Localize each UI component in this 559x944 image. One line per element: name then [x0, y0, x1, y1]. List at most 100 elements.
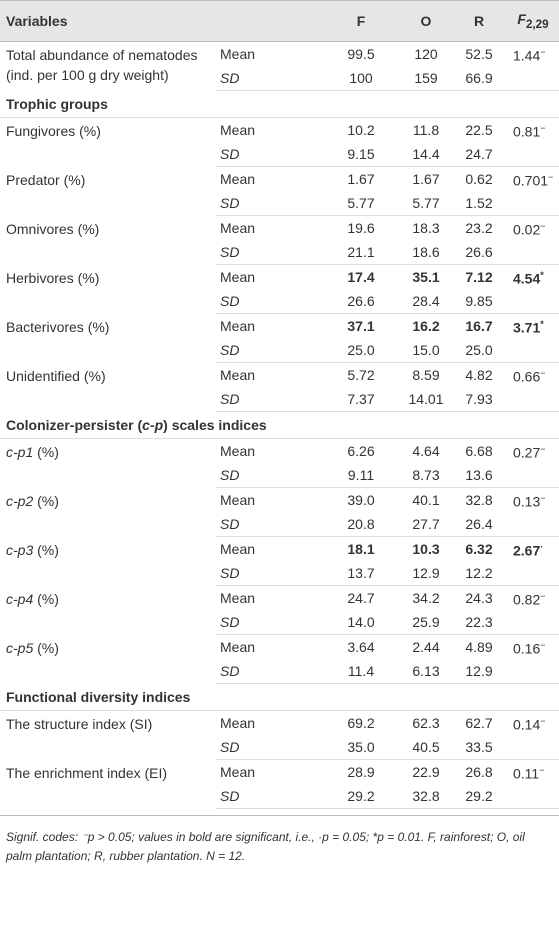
value-cell: 25.0 [451, 338, 507, 363]
stat-label: Mean [216, 488, 321, 513]
value-cell: 6.32 [465, 541, 493, 557]
stat-text: Mean [220, 171, 256, 187]
value-cell: 3.64 [347, 639, 375, 655]
stat-label: Mean [216, 537, 321, 562]
table-body: Total abundance of nematodes (ind. per 1… [0, 42, 559, 809]
stat-label: Mean [216, 635, 321, 660]
stat-label: Mean [216, 314, 321, 339]
label-part: c-p4 [6, 590, 34, 607]
value-cell: 22.9 [412, 764, 440, 780]
value-cell: 1.52 [451, 191, 507, 216]
f-value: 0.701 [513, 172, 549, 189]
value-cell: 11.8 [412, 122, 440, 138]
f-cell: 4.54* [507, 265, 559, 290]
header-cell: F2,29 [507, 0, 559, 42]
mean-row: The enrichment index (EI) Mean 28.9 22.9 26.… [0, 760, 559, 785]
value-cell: 34.2 [412, 590, 440, 606]
sd-row: SD 25.0 15.0 25.0 [0, 338, 559, 363]
value-cell: 32.8 [465, 492, 493, 508]
value-cell: 29.2 [321, 784, 401, 809]
stat-text: SD [220, 516, 240, 532]
label-part: c-p3 [6, 541, 34, 558]
f-cell: 0.66− [507, 363, 559, 388]
variable-label: c-p1 (%) [0, 439, 216, 488]
f-cell: 0.13− [507, 488, 559, 513]
stat-text: SD [220, 614, 240, 630]
value-cell: 20.8 [321, 512, 401, 537]
value-cell: 69.2 [347, 715, 375, 731]
variable-label: Fungivores (%) [0, 118, 216, 167]
stat-label: Mean [216, 216, 321, 241]
stat-text: Mean [220, 492, 256, 508]
stat-label: SD [216, 561, 321, 586]
stat-text: Mean [220, 318, 256, 334]
value-cell: 14.4 [401, 142, 451, 167]
value-cell: 24.7 [347, 590, 375, 606]
f-cell [507, 659, 559, 684]
value-cell: 0.62 [465, 171, 493, 187]
value-cell: 1.67 [347, 171, 375, 187]
value-cell: 18.1 [347, 541, 375, 557]
variable-label: Herbivores (%) [0, 265, 216, 314]
f-cell: 0.02− [507, 216, 559, 241]
label-part: Functional diversity indices [6, 689, 191, 705]
value-cell: 26.6 [451, 240, 507, 265]
value-cell: 120 [414, 46, 438, 62]
value-cell: 18.6 [401, 240, 451, 265]
stat-label: Mean [216, 167, 321, 192]
significance: − [540, 493, 546, 504]
f-cell [507, 289, 559, 314]
value-cell: 27.7 [401, 512, 451, 537]
value-cell: 9.85 [451, 289, 507, 314]
label-part: c-p1 [6, 444, 34, 460]
mean-row: c-p5 (%) Mean 3.64 2.44 4.89 0.16− [0, 635, 559, 660]
significance: − [540, 368, 546, 379]
mean-row: Herbivores (%) Mean 17.4 35.1 7.12 4.54* [0, 265, 559, 290]
value-cell: 11.4 [321, 659, 401, 684]
f-value: 1.44 [513, 47, 541, 64]
sd-row: SD 29.2 32.8 29.2 [0, 784, 559, 809]
value-cell: 12.9 [451, 659, 507, 684]
f-cell [507, 338, 559, 363]
f-cell [507, 784, 559, 809]
f-value: 0.66 [513, 368, 541, 385]
value-cell: 9.11 [321, 463, 401, 488]
section-label: Trophic groups [0, 90, 559, 118]
stat-text: Mean [220, 269, 256, 285]
stat-text: SD [220, 70, 240, 86]
stat-text: SD [220, 788, 240, 804]
f-cell [507, 735, 559, 760]
stat-text: SD [220, 565, 240, 581]
label-part: Colonizer-persister ( [6, 417, 143, 433]
f-value: 0.02 [513, 221, 541, 238]
value-cell: 10.3 [412, 541, 440, 557]
value-cell: 19.6 [347, 220, 375, 236]
sd-row: SD 9.11 8.73 13.6 [0, 463, 559, 488]
value-cell: 40.5 [401, 735, 451, 760]
stat-label: Mean [216, 439, 321, 464]
label-part: Total abundance of nematodes (ind. per 1… [6, 47, 198, 83]
f-value: 4.54 [513, 270, 541, 287]
value-cell: 16.2 [412, 318, 440, 334]
label-part: The enrichment index (EI) [6, 764, 168, 781]
value-cell: 52.5 [465, 46, 493, 62]
f-cell: 3.71* [507, 314, 559, 339]
value-cell: 8.73 [401, 463, 451, 488]
stat-label: Mean [216, 118, 321, 143]
f-cell: 0.16− [507, 635, 559, 660]
stat-text: Mean [220, 220, 256, 236]
f-cell: 0.27− [507, 439, 559, 464]
value-cell: 10.2 [347, 122, 375, 138]
f-cell [507, 463, 559, 488]
sd-row: SD 9.15 14.4 24.7 [0, 142, 559, 167]
f-cell [507, 610, 559, 635]
f-cell: 0.701− [507, 167, 559, 192]
value-cell: 26.4 [451, 512, 507, 537]
value-cell: 25.0 [321, 338, 401, 363]
section-label: Functional diversity indices [0, 683, 559, 711]
f-cell [507, 240, 559, 265]
header-cell: F [321, 0, 401, 42]
sd-row: SD 11.4 6.13 12.9 [0, 659, 559, 684]
label-part: Trophic groups [6, 96, 108, 112]
stat-text: Mean [220, 715, 256, 731]
